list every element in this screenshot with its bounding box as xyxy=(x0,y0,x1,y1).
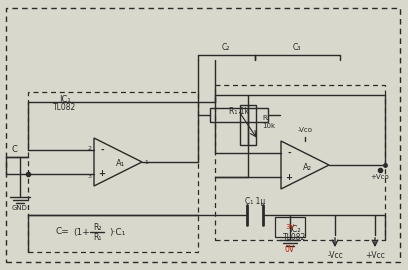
Text: A₁: A₁ xyxy=(115,160,124,168)
Text: C=: C= xyxy=(55,228,69,237)
Text: +: + xyxy=(286,173,293,181)
Bar xyxy=(275,217,305,237)
Text: -: - xyxy=(287,148,291,157)
Text: -: - xyxy=(100,146,104,154)
Bar xyxy=(28,92,198,252)
Text: R₁ 1k: R₁ 1k xyxy=(229,107,249,116)
Text: C₃: C₃ xyxy=(293,43,301,52)
Text: GND: GND xyxy=(12,205,28,211)
Bar xyxy=(210,108,268,122)
Text: R₁: R₁ xyxy=(93,232,101,241)
Text: C: C xyxy=(11,146,17,154)
Text: 1: 1 xyxy=(144,160,148,164)
Text: 0V: 0V xyxy=(285,245,295,255)
Text: )·C₁: )·C₁ xyxy=(109,228,125,237)
Text: TL082: TL082 xyxy=(284,232,307,241)
Text: A₂: A₂ xyxy=(302,163,311,171)
Text: IC₂: IC₂ xyxy=(289,225,301,235)
Text: IC₁: IC₁ xyxy=(59,96,71,104)
Text: -Vco: -Vco xyxy=(297,127,313,133)
Text: -Vcc: -Vcc xyxy=(327,251,343,261)
Bar xyxy=(240,105,256,145)
Text: 3: 3 xyxy=(88,174,92,178)
Text: +Vco: +Vco xyxy=(370,174,389,180)
Text: R₂
10k: R₂ 10k xyxy=(262,116,275,129)
Text: +: + xyxy=(98,170,106,178)
Text: +Vcc: +Vcc xyxy=(365,251,385,261)
Text: R₂: R₂ xyxy=(93,222,101,231)
Text: 3V: 3V xyxy=(285,224,295,230)
Bar xyxy=(215,85,385,240)
Text: TL082: TL082 xyxy=(53,103,77,112)
Text: (1+: (1+ xyxy=(73,228,90,237)
Text: 2: 2 xyxy=(88,146,92,150)
Text: C₁ 1μ: C₁ 1μ xyxy=(245,197,265,205)
Text: C₂: C₂ xyxy=(222,43,230,52)
